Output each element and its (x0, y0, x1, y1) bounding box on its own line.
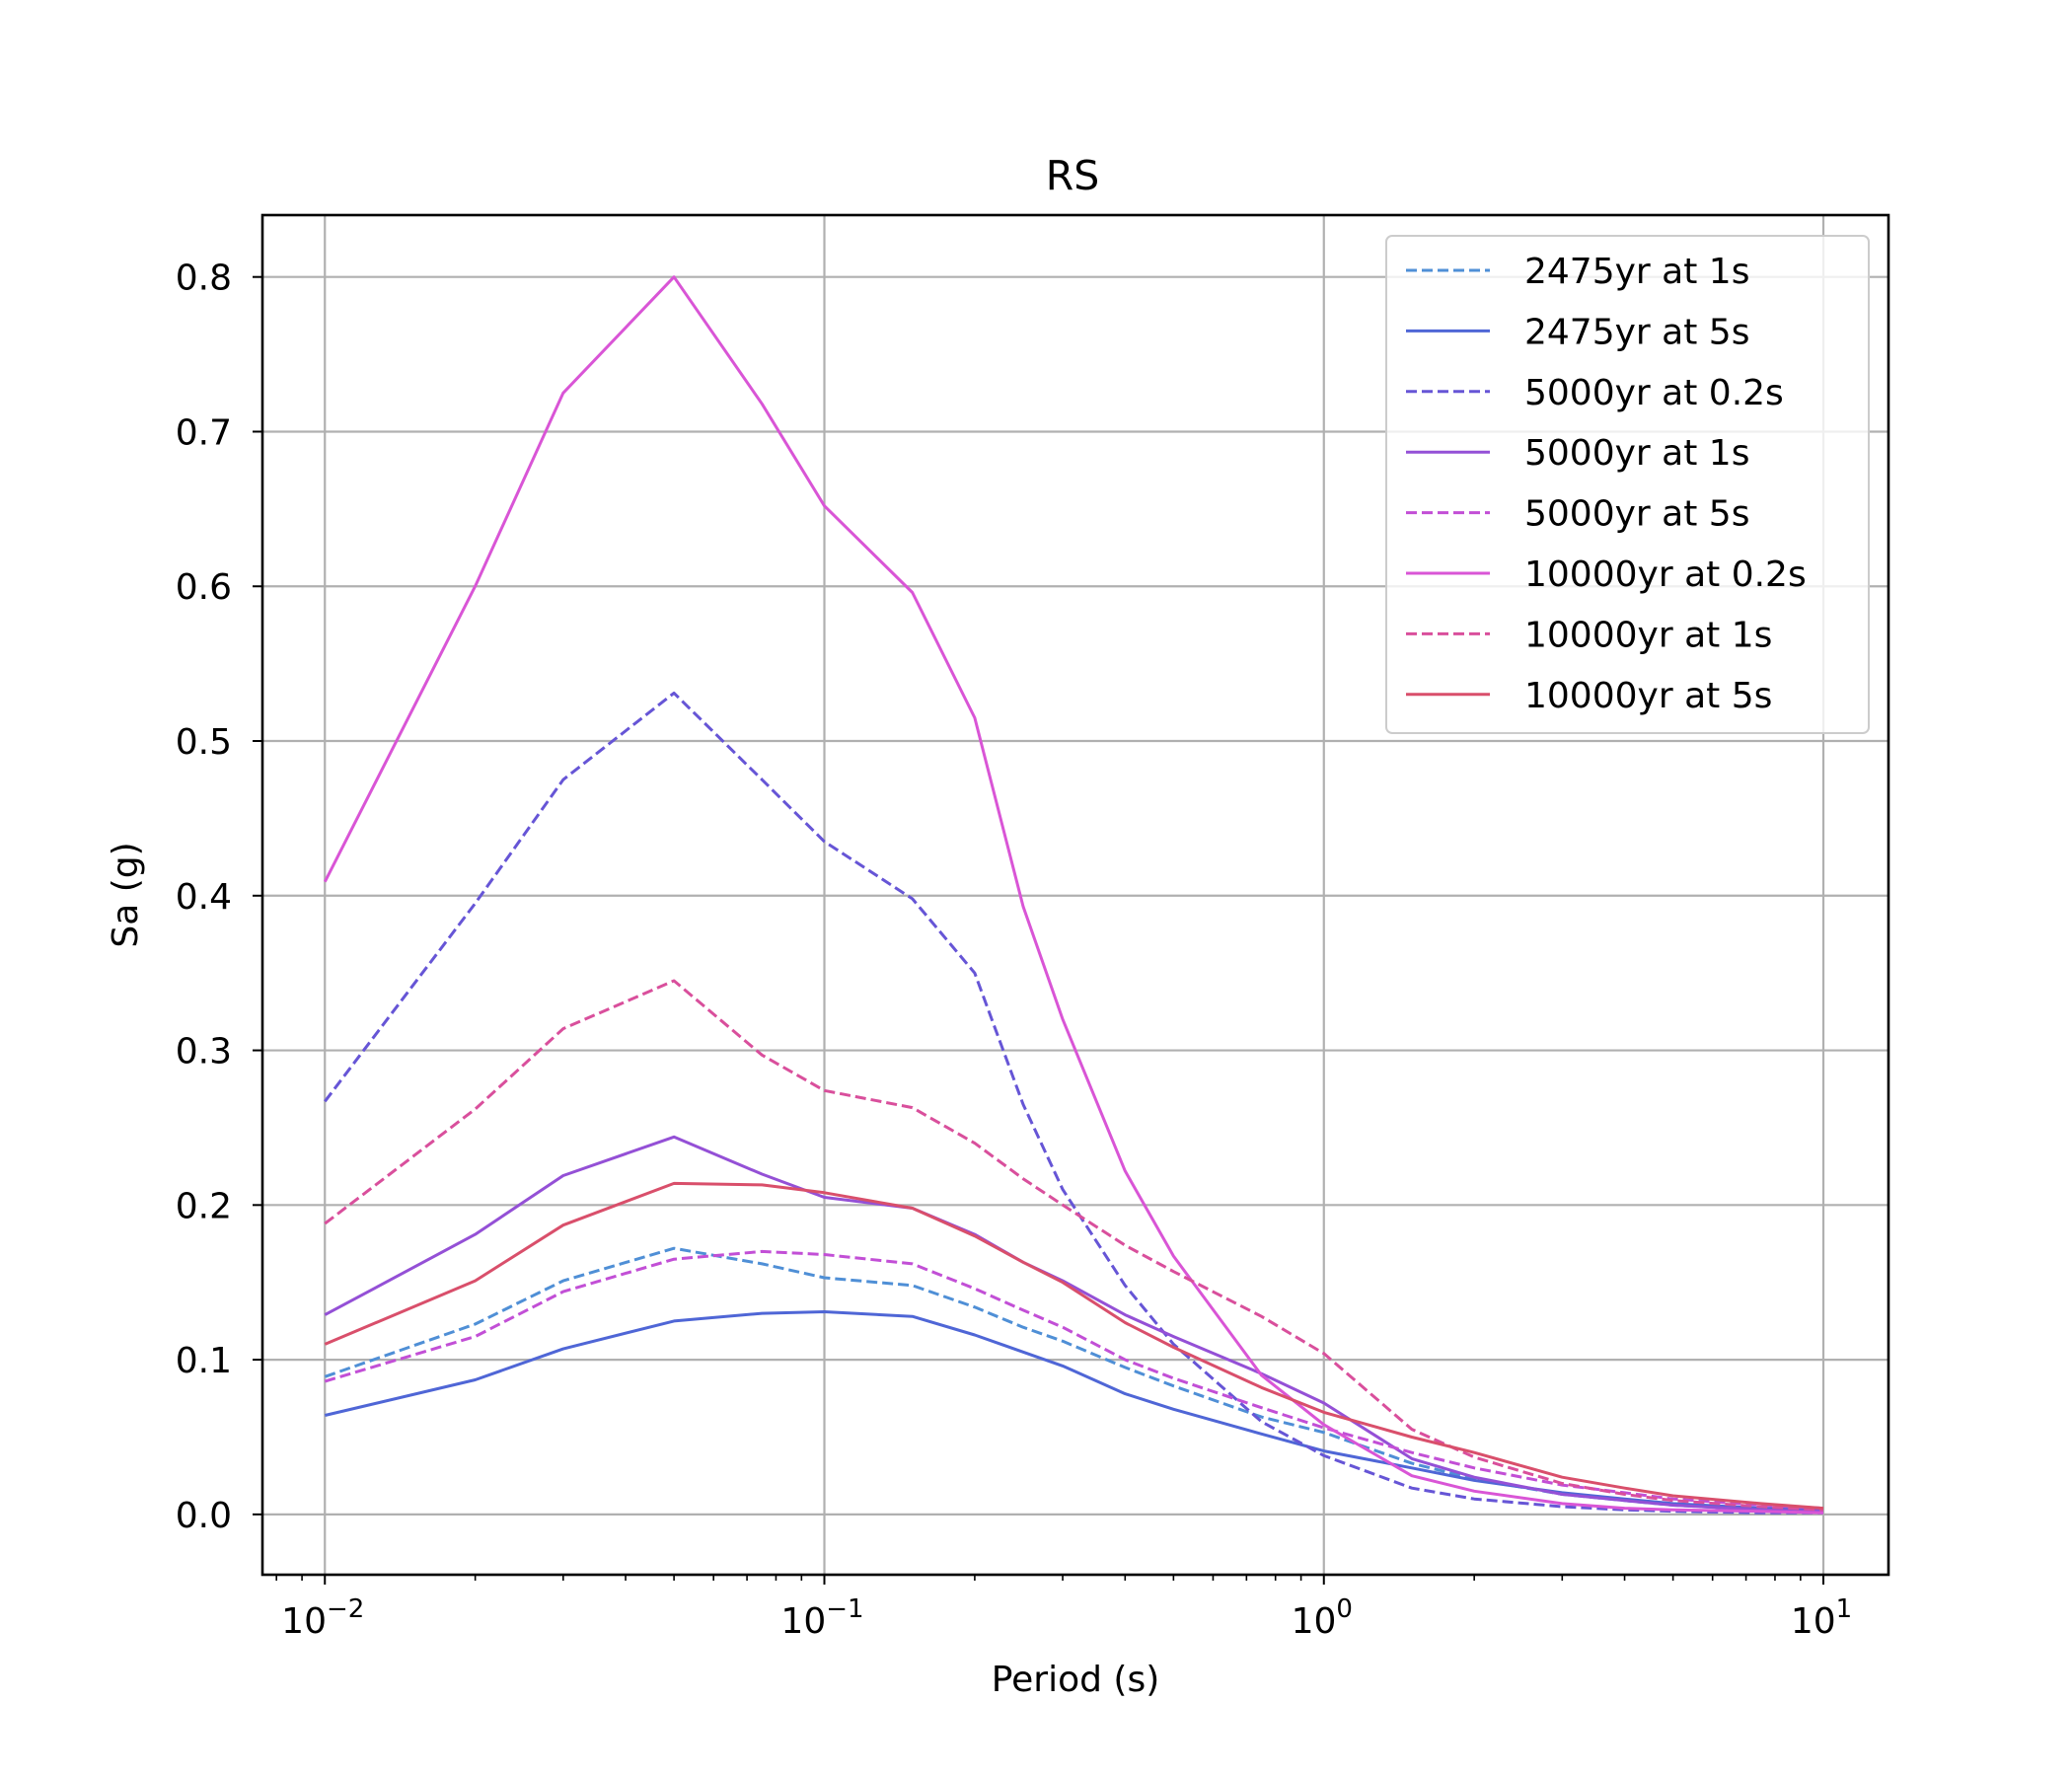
legend-label: 2475yr at 5s (1524, 312, 1749, 352)
series-line-4 (324, 1135, 1824, 1514)
series-line-5 (324, 1249, 1824, 1511)
series-line-3 (324, 691, 1823, 1515)
legend-label: 10000yr at 0.2s (1524, 555, 1807, 595)
y-tick-label: 0.2 (176, 1186, 232, 1226)
series-line-2 (324, 1310, 1824, 1512)
series-line-7 (324, 979, 1824, 1512)
legend-label: 5000yr at 0.2s (1524, 373, 1784, 413)
legend-label: 10000yr at 1s (1524, 615, 1772, 655)
y-tick-label: 0.0 (176, 1496, 232, 1536)
x-tick-label: 10−1 (780, 1594, 863, 1642)
x-tick-label: 10−2 (281, 1594, 364, 1642)
y-tick-label: 0.6 (176, 567, 232, 608)
legend-label: 5000yr at 5s (1524, 494, 1749, 535)
y-axis-label: Sa (g) (106, 842, 146, 947)
series-line-6 (323, 275, 1824, 1515)
y-tick-label: 0.4 (176, 877, 232, 918)
y-tick-label: 0.3 (176, 1032, 232, 1073)
chart-title: RS (1046, 152, 1100, 199)
x-axis-label: Period (s) (992, 1660, 1160, 1700)
legend-label: 2475yr at 1s (1524, 252, 1749, 292)
y-tick-label: 0.5 (176, 722, 232, 763)
x-tick-label: 100 (1292, 1594, 1353, 1642)
y-axis: 0.0 0.1 0.2 0.3 0.4 0.5 0.6 0.7 0.8 (176, 259, 262, 1536)
y-tick-label: 0.8 (176, 259, 232, 299)
series-line-1 (324, 1246, 1824, 1514)
legend-box (1385, 235, 1870, 734)
legend-label: 10000yr at 5s (1524, 676, 1772, 716)
x-tick-label: 101 (1791, 1594, 1852, 1642)
series-line-8 (324, 1181, 1824, 1511)
legend-label: 5000yr at 1s (1524, 433, 1749, 474)
legend: 2475yr at 1s 2475yr at 5s 5000yr at 0.2s 50… (1385, 235, 1870, 734)
x-axis: 10−2 10−1 100 101 (275, 1575, 1852, 1642)
y-tick-label: 0.7 (176, 412, 232, 453)
y-tick-label: 0.1 (176, 1341, 232, 1381)
series-lines (323, 275, 1824, 1515)
